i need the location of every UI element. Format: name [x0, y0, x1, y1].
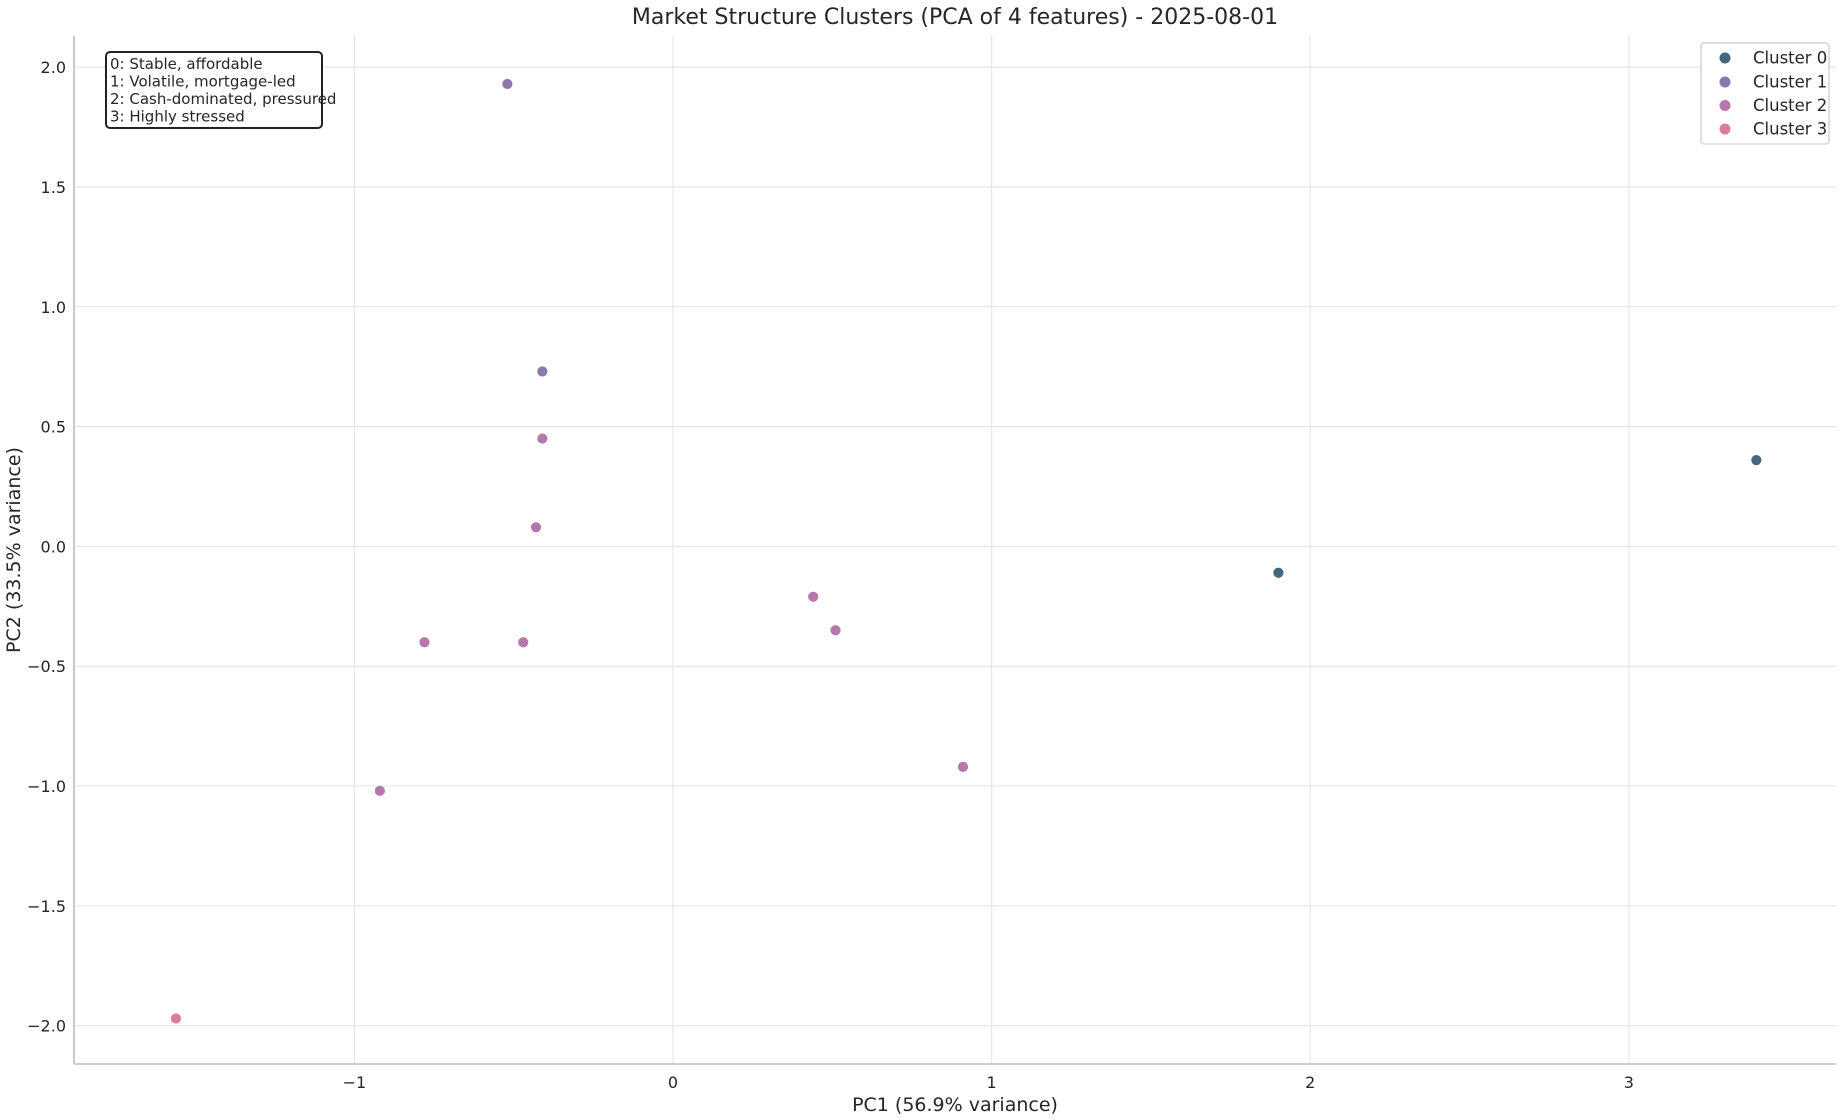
cluster-description-box: 0: Stable, affordable 1: Volatile, mortg… — [105, 51, 336, 129]
y-tick-label: 1.5 — [41, 178, 66, 197]
cluster-description-frame — [105, 51, 323, 129]
cluster-2-point — [957, 760, 969, 773]
grid-layer — [74, 36, 1836, 1064]
cluster-0-point — [1272, 566, 1285, 579]
cluster-1-point — [501, 78, 514, 90]
legend-frame — [1700, 42, 1830, 145]
x-tick-label: 2 — [1305, 1073, 1315, 1092]
cluster-2-point — [829, 624, 842, 637]
legend-marker — [1719, 52, 1731, 64]
cluster-3-point — [170, 1012, 182, 1025]
cluster-0-point — [1750, 454, 1763, 467]
x-tick-label: 0 — [668, 1073, 678, 1092]
chart-title: Market Structure Clusters (PCA of 4 feat… — [632, 5, 1278, 30]
y-tick-label: 0.5 — [41, 418, 66, 437]
cluster-description-line: 0: Stable, affordable — [110, 55, 263, 73]
legend-label: Cluster 3 — [1753, 120, 1827, 139]
legend-marker — [1719, 76, 1731, 88]
cluster-description-line: 2: Cash-dominated, pressured — [110, 90, 336, 108]
x-tick-label: 3 — [1624, 1073, 1634, 1092]
cluster-2-point — [373, 784, 386, 797]
axes-layer — [73, 36, 1836, 1065]
cluster-1-point — [536, 365, 549, 378]
x-tick-label: −1 — [343, 1073, 367, 1092]
x-axis-label: PC1 (56.9% variance) — [852, 1094, 1058, 1116]
y-tick-label: 1.0 — [41, 298, 66, 317]
legend-entry: Cluster 2 — [1719, 96, 1827, 115]
legend: Cluster 0 Cluster 1 Cluster 2 Cluster 3 — [1700, 42, 1830, 145]
legend-entry: Cluster 1 — [1719, 73, 1827, 92]
y-axis-label: PC2 (33.5% variance) — [3, 447, 25, 653]
cluster-description-line: 1: Volatile, mortgage-led — [110, 73, 296, 91]
legend-entry: Cluster 0 — [1719, 49, 1827, 68]
y-tick-label: −0.5 — [27, 657, 66, 676]
legend-label: Cluster 1 — [1753, 73, 1827, 92]
cluster-2-point — [517, 636, 530, 649]
tick-labels: −1 0 1 2 3 2.0 1.5 1.0 0.5 0.0 −0.5 −1.0 −1.5 −2.0 — [27, 58, 1634, 1092]
cluster-2-point — [530, 521, 542, 534]
y-tick-label: −1.5 — [27, 897, 66, 916]
cluster-2-point — [807, 590, 820, 603]
y-tick-label: −1.0 — [27, 777, 66, 796]
cluster-description-line: 3: Highly stressed — [110, 108, 245, 126]
legend-label: Cluster 2 — [1753, 96, 1827, 115]
y-tick-label: −2.0 — [27, 1017, 66, 1036]
legend-marker — [1719, 123, 1731, 135]
y-tick-label: 2.0 — [41, 58, 66, 77]
x-tick-label: 1 — [987, 1073, 997, 1092]
cluster-2-point — [418, 636, 431, 649]
legend-label: Cluster 0 — [1753, 49, 1827, 68]
legend-marker — [1719, 100, 1731, 111]
legend-entry: Cluster 3 — [1719, 120, 1827, 139]
cluster-2-point — [536, 432, 549, 445]
y-tick-label: 0.0 — [41, 537, 66, 556]
data-points — [170, 78, 1763, 1025]
